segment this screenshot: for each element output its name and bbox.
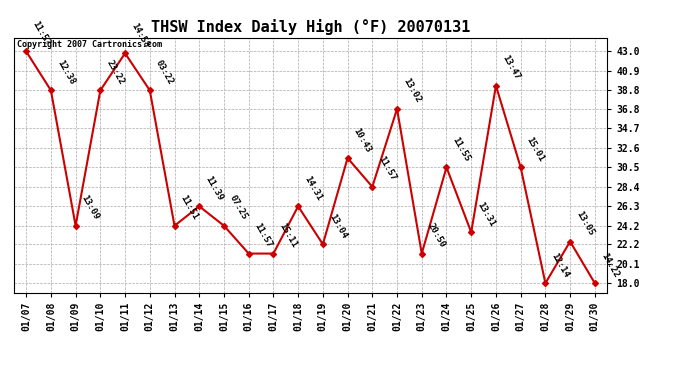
Text: 12:38: 12:38 [55, 58, 77, 86]
Text: 12:14: 12:14 [549, 251, 571, 279]
Text: 13:02: 13:02 [401, 77, 422, 105]
Text: 15:11: 15:11 [277, 222, 299, 249]
Text: 11:57: 11:57 [377, 155, 397, 183]
Text: 11:5?: 11:5? [30, 20, 52, 47]
Text: 03:22: 03:22 [154, 58, 175, 86]
Text: 13:09: 13:09 [80, 194, 101, 222]
Text: 13:05: 13:05 [574, 210, 595, 237]
Text: 15:01: 15:01 [525, 135, 546, 163]
Text: 07:25: 07:25 [228, 194, 249, 222]
Text: 14:58: 14:58 [129, 21, 150, 49]
Text: 13:47: 13:47 [500, 54, 522, 81]
Text: Copyright 2007 Cartronics.com: Copyright 2007 Cartronics.com [17, 40, 161, 49]
Text: 11:39: 11:39 [204, 174, 225, 202]
Text: 11:51: 11:51 [179, 194, 200, 222]
Text: 11:55: 11:55 [451, 135, 472, 163]
Text: 14:31: 14:31 [302, 174, 324, 202]
Text: 10:43: 10:43 [352, 126, 373, 154]
Text: 20:50: 20:50 [426, 222, 447, 249]
Title: THSW Index Daily High (°F) 20070131: THSW Index Daily High (°F) 20070131 [151, 19, 470, 35]
Text: 11:57: 11:57 [253, 222, 274, 249]
Text: 13:31: 13:31 [475, 200, 497, 228]
Text: 14:22: 14:22 [599, 251, 620, 279]
Text: 23:22: 23:22 [104, 58, 126, 86]
Text: 13:04: 13:04 [327, 212, 348, 240]
